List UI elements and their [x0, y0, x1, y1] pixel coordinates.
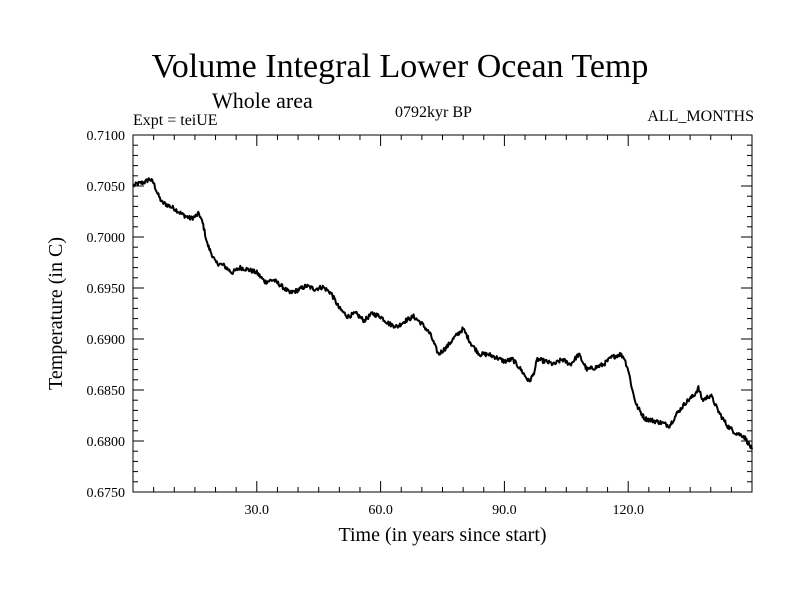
x-tick-label: 90.0 [492, 503, 517, 518]
y-tick-label: 0.6750 [87, 486, 126, 501]
y-tick-label: 0.6950 [87, 282, 126, 297]
y-tick-label: 0.7050 [87, 180, 126, 195]
chart-subtitle: Whole area [212, 88, 313, 113]
y-axis-title: Temperature (in C) [45, 237, 67, 390]
x-tick-label: 120.0 [612, 503, 644, 518]
chart-title: Volume Integral Lower Ocean Temp [151, 48, 649, 85]
experiment-label: Expt = teiUE [133, 112, 218, 129]
period-label: 0792kyr BP [395, 104, 472, 121]
x-tick-label: 30.0 [245, 503, 270, 518]
months-label: ALL_MONTHS [647, 108, 754, 125]
x-axis-title: Time (in years since start) [338, 524, 546, 546]
x-tick-label: 60.0 [368, 503, 393, 518]
y-axis-tick-labels: 0.6750 0.6800 0.6850 0.6900 0.6950 0.7000 0.70… [87, 129, 126, 501]
axis-ticks [133, 134, 752, 493]
y-tick-label: 0.7000 [87, 231, 126, 246]
series-line [132, 177, 753, 450]
plot-frame [132, 134, 753, 493]
y-tick-label: 0.6850 [87, 384, 126, 399]
x-axis-tick-labels: 30.0 60.0 90.0 120.0 [245, 503, 644, 518]
y-tick-label: 0.6900 [87, 333, 126, 348]
y-tick-label: 0.7100 [87, 129, 126, 144]
y-tick-label: 0.6800 [87, 435, 126, 450]
